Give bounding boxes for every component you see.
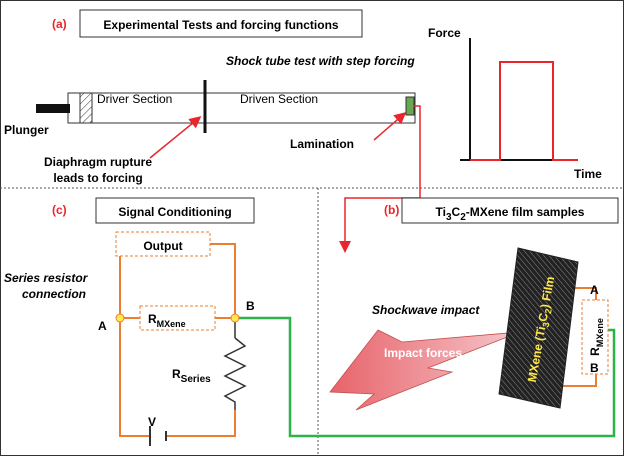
label: V <box>148 415 156 429</box>
wire <box>119 318 150 437</box>
resistor <box>223 337 247 410</box>
lamination <box>405 96 415 116</box>
label: Output <box>143 239 182 253</box>
label: leads to forcing <box>53 171 142 185</box>
impact-bolt <box>329 329 521 411</box>
subscript: 3 <box>446 212 452 223</box>
label: RMXene <box>588 318 605 356</box>
hatched-section <box>79 92 93 124</box>
arrow <box>149 116 202 159</box>
output-box <box>115 231 211 257</box>
label: Impact forces <box>384 346 462 360</box>
label: Driver Section <box>97 92 172 106</box>
label: Shockwave impact <box>372 303 480 317</box>
axis-label: Time <box>574 167 602 181</box>
label: B <box>590 361 599 375</box>
panel-label: (a) <box>52 17 67 31</box>
label: C <box>536 311 551 322</box>
green-wire <box>239 316 616 438</box>
title-box <box>95 197 255 224</box>
arrow <box>373 112 407 141</box>
subscript: Series <box>181 374 211 385</box>
label: R <box>148 312 157 326</box>
subscript: MXene <box>595 318 605 347</box>
panel-title: Signal Conditioning <box>118 205 231 219</box>
label: ) Film <box>538 275 557 309</box>
connector <box>339 105 421 253</box>
label: Ti <box>436 205 446 219</box>
axis-label: Force <box>428 26 461 40</box>
shock-tube <box>67 92 416 124</box>
resistor-box <box>139 305 216 331</box>
label: Driven Section <box>240 92 318 106</box>
panel-title: Experimental Tests and forcing functions <box>103 18 338 32</box>
panel-label: (c) <box>52 203 67 217</box>
subtitle: Shock tube test with step forcing <box>226 54 415 68</box>
subscript: 3 <box>541 321 552 328</box>
label: RMXene <box>148 312 186 329</box>
label: Lamination <box>290 137 354 151</box>
node <box>115 313 125 323</box>
label: R <box>588 347 602 356</box>
plunger-rod <box>36 104 70 113</box>
label: -MXene film samples <box>466 205 585 219</box>
label: B <box>246 299 255 313</box>
force-pulse <box>470 61 578 161</box>
title-box <box>79 9 363 38</box>
label: Plunger <box>4 123 49 137</box>
panel-label: (b) <box>384 203 399 217</box>
label: RSeries <box>172 367 211 385</box>
label: C <box>452 205 461 219</box>
resistor-box <box>581 299 609 375</box>
note: connection <box>22 287 86 301</box>
label: A <box>590 283 599 297</box>
label: R <box>172 367 181 381</box>
subscript: 2 <box>460 212 466 223</box>
node <box>230 313 240 323</box>
note: Series resistor <box>4 271 89 285</box>
label: Diaphragm rupture <box>44 155 152 169</box>
title-box <box>401 197 619 224</box>
wire <box>166 410 236 437</box>
film <box>498 247 579 409</box>
panel-title: Ti3C2-MXene film samples <box>436 205 585 223</box>
label: A <box>98 319 107 333</box>
subscript: MXene <box>157 319 186 329</box>
subscript: 2 <box>543 308 554 315</box>
